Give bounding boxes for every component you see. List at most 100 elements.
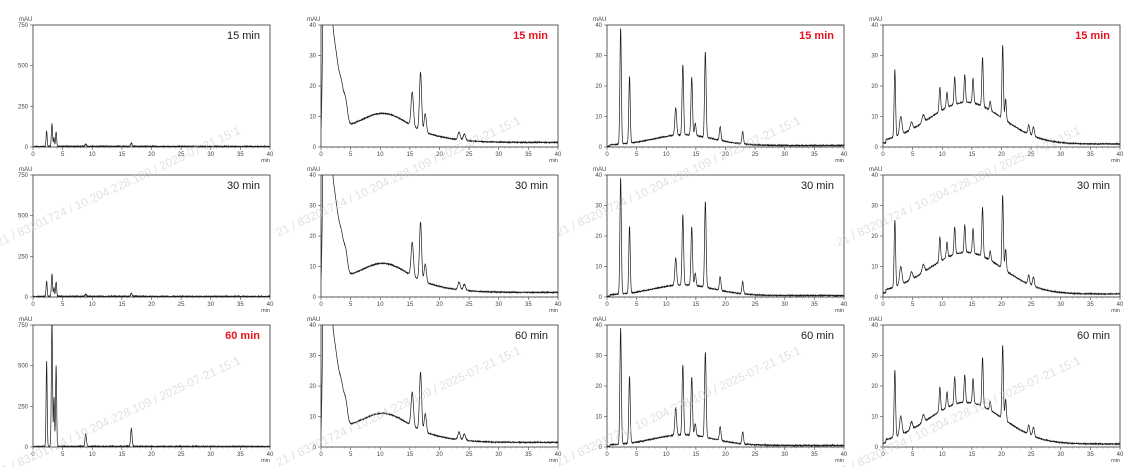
x-tick-label: 30 bbox=[781, 452, 788, 458]
x-tick-label: 20 bbox=[436, 302, 443, 308]
x-tick-label: 40 bbox=[267, 452, 274, 458]
x-tick-label: 20 bbox=[998, 302, 1005, 308]
chromatogram-trace bbox=[33, 273, 270, 297]
x-tick-label: 30 bbox=[207, 452, 214, 458]
y-unit-label: mAU bbox=[19, 167, 32, 173]
y-tick-label: 500 bbox=[18, 64, 29, 70]
y-tick-label: 10 bbox=[871, 415, 878, 421]
x-tick-label: 30 bbox=[1057, 302, 1064, 308]
y-tick-label: 20 bbox=[871, 234, 878, 240]
x-tick-label: 25 bbox=[1028, 452, 1035, 458]
y-tick-label: 750 bbox=[18, 173, 29, 179]
x-tick-label: 35 bbox=[811, 152, 818, 158]
x-tick-label: 0 bbox=[31, 152, 35, 158]
x-tick-label: 25 bbox=[466, 152, 473, 158]
x-unit-label: min bbox=[549, 158, 558, 164]
x-tick-label: 25 bbox=[752, 452, 759, 458]
x-tick-label: 40 bbox=[841, 152, 848, 158]
x-tick-label: 5 bbox=[635, 302, 639, 308]
y-unit-label: mAU bbox=[869, 17, 882, 23]
plot-frame bbox=[32, 174, 271, 298]
x-tick-label: 30 bbox=[495, 152, 502, 158]
y-unit-label: mAU bbox=[593, 317, 606, 323]
x-tick-label: 25 bbox=[178, 302, 185, 308]
y-tick-label: 0 bbox=[875, 445, 879, 451]
chromatogram-trace bbox=[321, 325, 558, 445]
y-unit-label: mAU bbox=[869, 317, 882, 323]
x-unit-label: min bbox=[835, 458, 844, 464]
x-tick-label: 35 bbox=[237, 452, 244, 458]
x-tick-label: 20 bbox=[148, 152, 155, 158]
y-tick-label: 10 bbox=[871, 265, 878, 271]
y-tick-label: 40 bbox=[871, 173, 878, 179]
chromatogram-trace bbox=[607, 28, 844, 147]
x-unit-label: min bbox=[261, 458, 270, 464]
y-tick-label: 0 bbox=[313, 145, 317, 151]
chromatogram-panel: mAU 0 10 20 30 40 0 5 10 15 20 25 30 35 40 min 60 min bbox=[574, 310, 849, 464]
y-unit-label: mAU bbox=[19, 17, 32, 23]
chromatogram-panel: mAU 0 10 20 30 40 0 5 10 15 20 25 30 35 40 min 30 min bbox=[288, 160, 563, 314]
x-tick-label: 0 bbox=[881, 152, 885, 158]
x-tick-label: 35 bbox=[525, 152, 532, 158]
x-tick-label: 15 bbox=[693, 302, 700, 308]
time-label: 60 min bbox=[1077, 330, 1110, 342]
y-tick-label: 40 bbox=[309, 323, 316, 329]
x-tick-label: 0 bbox=[605, 302, 609, 308]
y-tick-label: 40 bbox=[595, 23, 602, 29]
x-tick-label: 5 bbox=[349, 452, 353, 458]
y-tick-label: 30 bbox=[595, 354, 602, 360]
x-tick-label: 15 bbox=[407, 302, 414, 308]
plot-frame bbox=[32, 324, 271, 448]
x-tick-label: 40 bbox=[267, 152, 274, 158]
y-tick-label: 30 bbox=[309, 204, 316, 210]
y-tick-label: 20 bbox=[595, 234, 602, 240]
x-tick-label: 40 bbox=[841, 302, 848, 308]
x-tick-label: 20 bbox=[998, 452, 1005, 458]
chromatogram-trace bbox=[883, 345, 1120, 446]
time-label: 30 min bbox=[515, 180, 548, 192]
plot-frame bbox=[606, 24, 845, 148]
y-tick-label: 10 bbox=[595, 115, 602, 121]
x-tick-label: 35 bbox=[811, 302, 818, 308]
y-tick-label: 40 bbox=[309, 23, 316, 29]
x-tick-label: 20 bbox=[436, 452, 443, 458]
y-tick-label: 0 bbox=[599, 295, 603, 301]
y-unit-label: mAU bbox=[307, 17, 320, 23]
x-tick-label: 0 bbox=[605, 152, 609, 158]
y-tick-label: 0 bbox=[875, 295, 879, 301]
time-label: 60 min bbox=[801, 330, 834, 342]
x-tick-label: 30 bbox=[207, 302, 214, 308]
x-tick-label: 30 bbox=[207, 152, 214, 158]
x-tick-label: 25 bbox=[178, 452, 185, 458]
y-tick-label: 0 bbox=[313, 295, 317, 301]
chromatogram-trace bbox=[321, 175, 558, 295]
x-tick-label: 25 bbox=[466, 452, 473, 458]
chromatogram-trace bbox=[33, 123, 270, 147]
x-tick-label: 5 bbox=[911, 152, 915, 158]
x-tick-label: 35 bbox=[237, 302, 244, 308]
x-tick-label: 20 bbox=[722, 452, 729, 458]
x-tick-label: 5 bbox=[61, 152, 65, 158]
x-tick-label: 15 bbox=[969, 302, 976, 308]
x-tick-label: 5 bbox=[61, 302, 65, 308]
time-label: 60 min bbox=[225, 330, 260, 342]
y-tick-label: 20 bbox=[309, 234, 316, 240]
y-tick-label: 20 bbox=[309, 84, 316, 90]
plot-frame bbox=[32, 24, 271, 148]
x-tick-label: 25 bbox=[752, 152, 759, 158]
x-tick-label: 10 bbox=[377, 452, 384, 458]
y-tick-label: 40 bbox=[309, 173, 316, 179]
x-tick-label: 20 bbox=[148, 452, 155, 458]
chromatogram-panel: mAU 0 250 500 750 0 5 10 15 20 25 30 35 40 min 60 min bbox=[0, 310, 275, 464]
x-tick-label: 0 bbox=[31, 452, 35, 458]
x-tick-label: 30 bbox=[781, 152, 788, 158]
time-label: 30 min bbox=[801, 180, 834, 192]
y-tick-label: 30 bbox=[309, 54, 316, 60]
x-tick-label: 0 bbox=[319, 452, 323, 458]
x-tick-label: 15 bbox=[119, 302, 126, 308]
plot-frame bbox=[320, 174, 559, 298]
x-unit-label: min bbox=[261, 158, 270, 164]
